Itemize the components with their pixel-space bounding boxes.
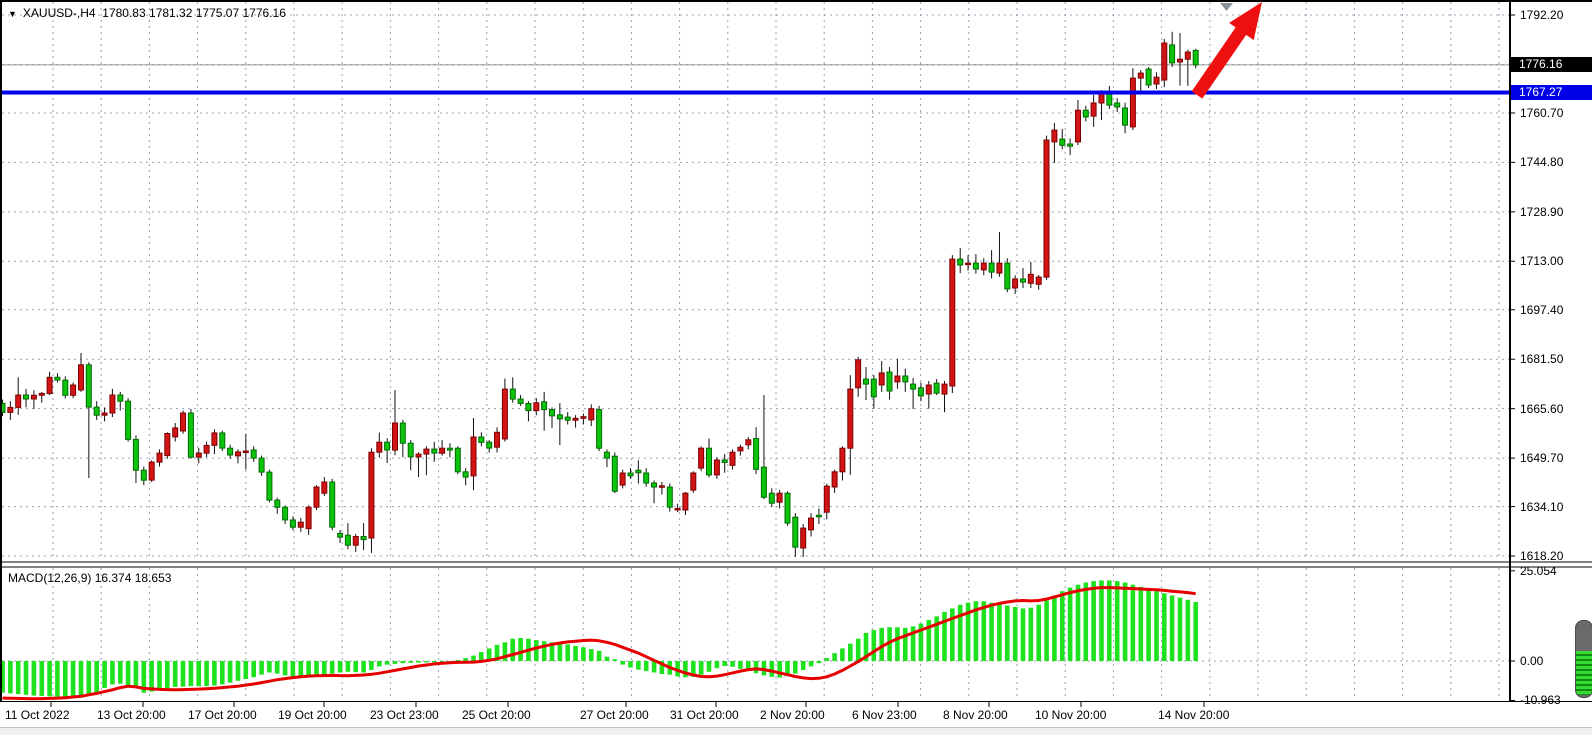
symbol-timeframe-label: XAUUSD-,H4 [22, 6, 96, 20]
time-axis-label: 2 Nov 20:00 [760, 708, 825, 722]
collapse-indicator-icon[interactable]: ▼ [8, 9, 17, 19]
chart-shift-marker-icon[interactable] [1220, 3, 1233, 11]
macd-indicator-label: MACD(12,26,9) 16.374 18.653 [8, 571, 172, 585]
price-axis-label: 1649.70 [1520, 451, 1564, 466]
time-axis-label: 6 Nov 23:00 [852, 708, 917, 722]
price-axis-label: 1697.40 [1520, 302, 1564, 317]
macd-signal-line [2, 586, 1196, 701]
current-price-tag: 1776.16 [1511, 57, 1592, 73]
panel-splitter[interactable] [0, 561, 1592, 568]
low-value: 1775.07 [195, 6, 240, 20]
time-axis-label: 31 Oct 20:00 [670, 708, 739, 722]
price-axis-label: 1665.60 [1520, 401, 1564, 416]
trend-arrow[interactable] [1191, 2, 1262, 99]
macd-scale-label: 25.054 [1520, 563, 1557, 578]
price-axis-label: 1618.20 [1520, 549, 1564, 564]
candles [0, 31, 1199, 557]
time-axis-label: 19 Oct 20:00 [278, 708, 347, 722]
time-axis-label: 8 Nov 20:00 [943, 708, 1008, 722]
price-axis-label: 1634.10 [1520, 499, 1564, 514]
level-indicator-fill [1576, 651, 1592, 695]
high-value: 1781.32 [149, 6, 193, 20]
line-price-tag: 1767.27 [1511, 85, 1592, 101]
time-axis-label: 25 Oct 20:00 [462, 708, 531, 722]
macd-histogram [0, 580, 1198, 698]
time-axis-label: 11 Oct 2022 [5, 708, 70, 722]
bottom-strip [0, 727, 1592, 735]
price-axis-label: 1744.80 [1520, 155, 1564, 170]
ohlc-header: ▼ XAUUSD-,H4 1780.83 1781.32 1775.07 1776… [8, 6, 286, 20]
time-axis-label: 14 Nov 20:00 [1158, 708, 1230, 722]
close-value: 1776.16 [242, 6, 286, 20]
time-axis-label: 17 Oct 20:00 [188, 708, 257, 722]
time-axis-label: 27 Oct 20:00 [580, 708, 649, 722]
open-value: 1780.83 [102, 6, 146, 20]
macd-scale-label: 0.00 [1520, 654, 1544, 668]
time-axis-label: 10 Nov 20:00 [1035, 708, 1107, 722]
price-axis-label: 1760.70 [1520, 105, 1564, 120]
price-axis-label: 1728.90 [1520, 204, 1564, 219]
price-axis-label: 1792.20 [1520, 8, 1564, 22]
horizontal-support-line[interactable] [0, 90, 1510, 95]
price-axis-label: 1681.50 [1520, 352, 1564, 367]
level-indicator-widget[interactable] [1575, 620, 1592, 698]
time-axis-label: 23 Oct 23:00 [370, 708, 439, 722]
price-axis-label: 1713.00 [1520, 254, 1564, 269]
time-axis-label: 13 Oct 20:00 [97, 708, 166, 722]
macd-scale-label: -10.963 [1520, 693, 1561, 708]
